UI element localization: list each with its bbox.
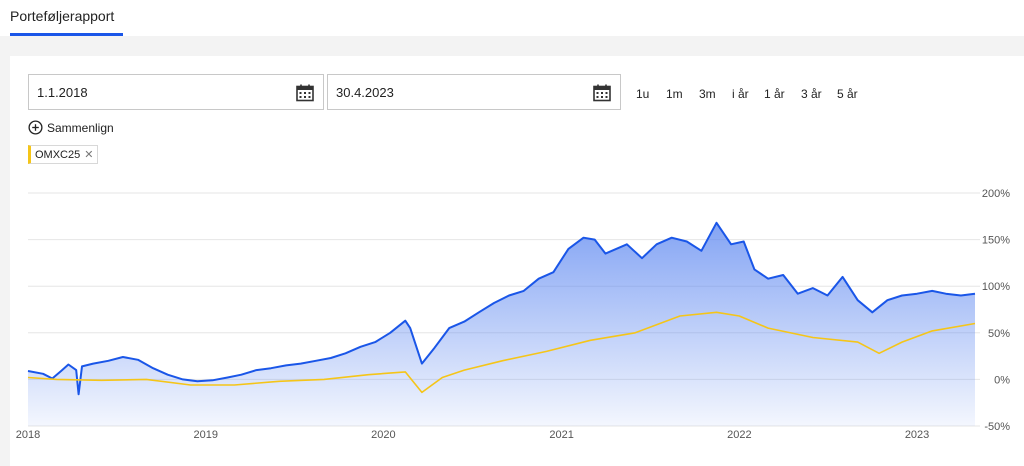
close-icon[interactable]: ✕ xyxy=(84,149,94,161)
series-area-0 xyxy=(28,222,975,426)
x-tick-label: 2020 xyxy=(371,429,395,441)
series-line-0 xyxy=(27,221,976,396)
line-layer xyxy=(27,221,976,396)
range-1u[interactable]: 1u xyxy=(636,87,650,101)
end-date-value: 30.4.2023 xyxy=(336,85,394,100)
y-tick-label: 100% xyxy=(982,281,1010,293)
benchmark-chip: OMXC25 ✕ xyxy=(28,145,99,164)
chip-label: OMXC25 xyxy=(35,149,81,161)
compare-button[interactable]: Sammenlign xyxy=(28,120,114,135)
end-date-field[interactable]: 30.4.2023 xyxy=(327,74,621,110)
active-tab-indicator xyxy=(10,33,123,36)
range-3y[interactable]: 3 år xyxy=(801,87,822,101)
y-tick-label: -50% xyxy=(984,421,1010,433)
y-tick-label: 0% xyxy=(994,374,1010,386)
tab-portfolio-report[interactable]: Porteføljerapport xyxy=(10,8,115,24)
range-5y[interactable]: 5 år xyxy=(837,87,858,101)
top-bar: Porteføljerapport xyxy=(0,0,1024,36)
x-tick-label: 2018 xyxy=(16,429,40,441)
area-layer xyxy=(28,222,975,426)
y-tick-label: 200% xyxy=(982,188,1010,200)
plus-circle-icon xyxy=(28,120,43,135)
calendar-icon[interactable] xyxy=(295,83,315,103)
series-line-1 xyxy=(27,311,976,394)
x-tick-label: 2019 xyxy=(193,429,217,441)
x-tick-label: 2023 xyxy=(905,429,929,441)
y-tick-label: 150% xyxy=(982,235,1010,247)
start-date-value: 1.1.2018 xyxy=(37,85,88,100)
x-tick-label: 2021 xyxy=(549,429,573,441)
range-3m[interactable]: 3m xyxy=(699,87,716,101)
range-1m[interactable]: 1m xyxy=(666,87,683,101)
start-date-field[interactable]: 1.1.2018 xyxy=(28,74,324,110)
calendar-icon[interactable] xyxy=(592,83,612,103)
compare-label: Sammenlign xyxy=(47,120,114,135)
y-axis-labels: 200% 150% 100% 50% 0% -50% xyxy=(982,188,1010,433)
range-ytd[interactable]: i år xyxy=(732,87,749,101)
x-axis-labels: 2018 2019 2020 2021 2022 2023 xyxy=(16,429,930,441)
x-tick-label: 2022 xyxy=(727,429,751,441)
range-1y[interactable]: 1 år xyxy=(764,87,785,101)
y-tick-label: 50% xyxy=(988,328,1010,340)
